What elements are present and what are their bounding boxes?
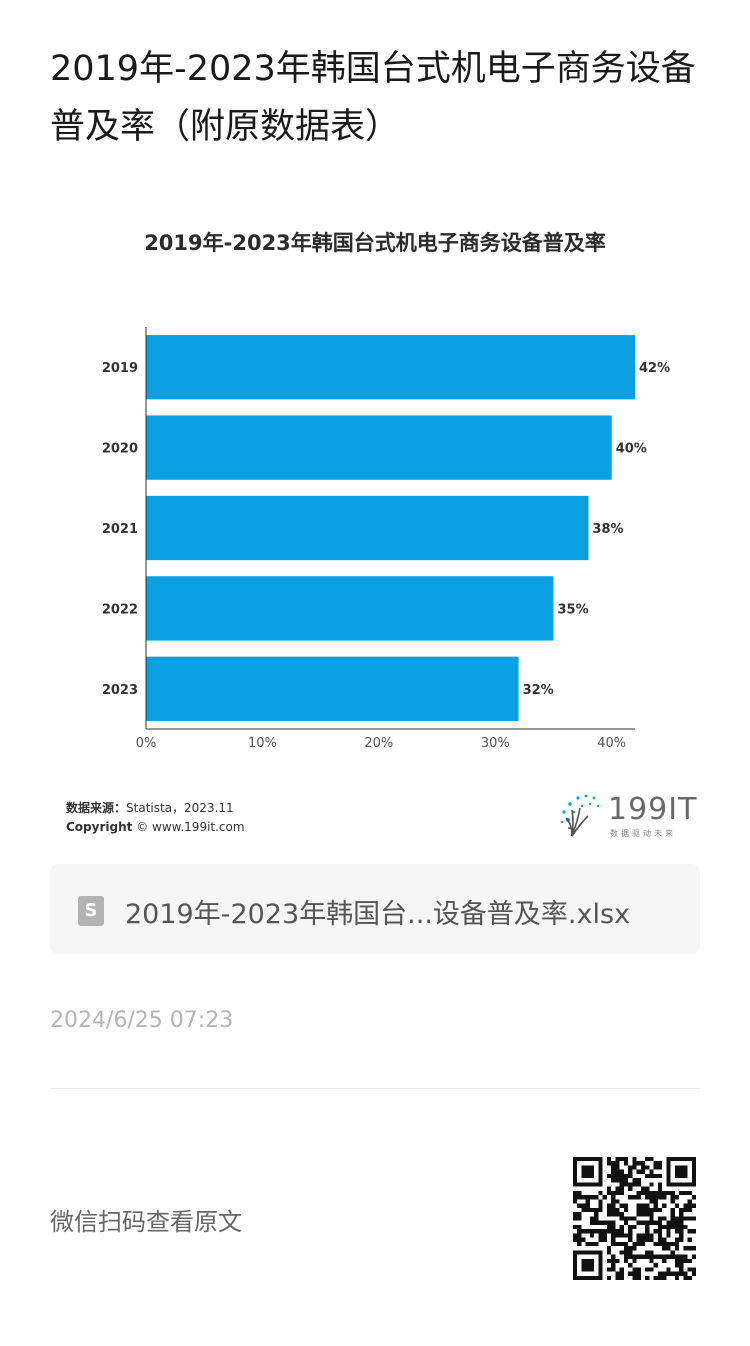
x-tick-label: 40% (597, 736, 626, 751)
copyright-line: Copyright © www.199it.com (66, 820, 245, 834)
x-tick-label: 20% (364, 736, 393, 751)
data-label-2021: 38% (592, 522, 623, 537)
data-label-2023: 32% (523, 683, 554, 698)
file-icon-letter: S (84, 900, 98, 921)
category-label-2019: 2019 (102, 361, 138, 376)
attachment-file-name: 2019年-2023年韩国台...设备普及率.xlsx (125, 899, 631, 930)
bar-2021 (146, 495, 589, 561)
chart-image: 2019年-2023年韩国台式机电子商务设备普及率 2019 42% 2020 40%… (50, 205, 700, 855)
bar-chart: 2019 42% 2020 40% 2021 38% 2022 35% 2023 32% 0% 10%… (102, 327, 670, 751)
bar-2022 (146, 576, 554, 641)
source-line: 数据来源：Statista，2023.11 (66, 799, 234, 816)
x-tick-label: 0% (136, 736, 157, 751)
publish-timestamp: 2024/6/25 07:23 (50, 1008, 234, 1033)
x-tick-label: 30% (481, 736, 510, 751)
data-label-2020: 40% (616, 442, 647, 457)
spreadsheet-file-icon: S (78, 896, 104, 926)
qr-code-icon[interactable] (573, 1157, 696, 1280)
chart-title: 2019年-2023年韩国台式机电子商务设备普及率 (144, 231, 606, 255)
dandelion-icon (560, 794, 600, 837)
brand-logo: 199IT 数据驱动未来 (558, 790, 696, 838)
bar-2020 (146, 415, 612, 480)
divider (50, 1088, 700, 1089)
copyright-label: Copyright (66, 820, 133, 834)
bar-2019 (146, 335, 635, 400)
brand-logo-text: 199IT (608, 792, 698, 827)
category-label-2022: 2022 (102, 602, 138, 617)
source-value: Statista，2023.11 (126, 801, 234, 815)
x-tick-label: 10% (248, 736, 277, 751)
bar-2023 (146, 656, 519, 721)
brand-tagline: 数据驱动未来 (610, 829, 676, 838)
data-label-2022: 35% (558, 602, 589, 617)
copyright-value: © www.199it.com (136, 820, 245, 834)
category-label-2021: 2021 (102, 522, 138, 537)
category-label-2023: 2023 (102, 683, 138, 698)
source-label: 数据来源： (66, 801, 127, 815)
attachment-card[interactable]: S 2019年-2023年韩国台...设备普及率.xlsx (50, 864, 700, 954)
data-label-2019: 42% (639, 361, 670, 376)
category-label-2020: 2020 (102, 442, 138, 457)
article-title: 2019年-2023年韩国台式机电子商务设备普及率（附原数据表） (50, 49, 696, 147)
scan-to-view-text: 微信扫码查看原文 (50, 1208, 242, 1236)
